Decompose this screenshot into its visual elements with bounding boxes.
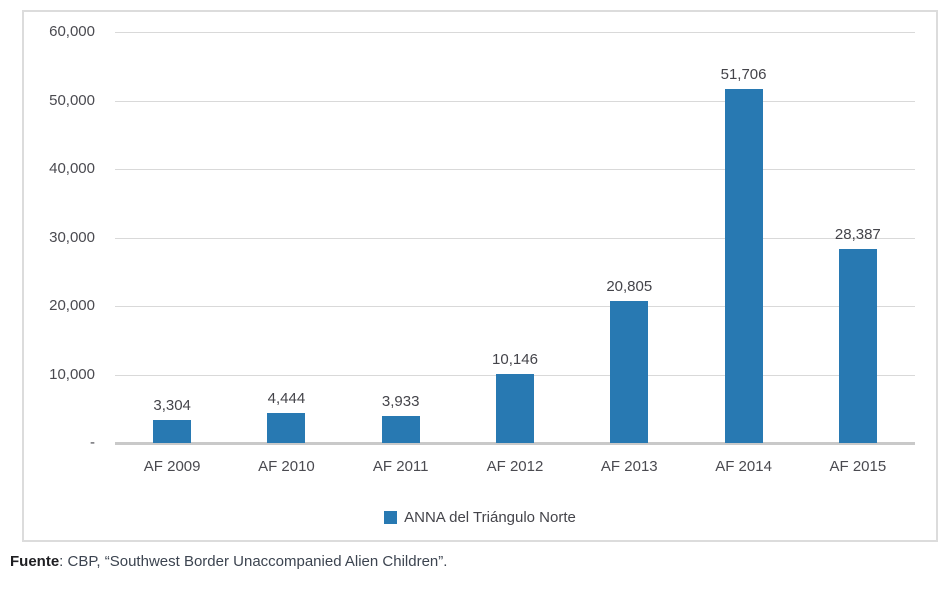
x-axis-label: AF 2011	[372, 458, 429, 475]
y-tick-label: 40,000	[49, 160, 95, 177]
x-axis-line	[115, 442, 915, 445]
bar-value-label: 20,805	[606, 277, 653, 295]
bar-column: 4,444 AF 2010	[229, 32, 343, 475]
bar	[267, 412, 306, 443]
legend: ANNA del Triángulo Norte	[24, 509, 936, 526]
bar-value-label: 10,146	[492, 350, 538, 368]
x-axis-label: AF 2009	[143, 458, 201, 475]
bar-value-label: 28,387	[834, 225, 881, 243]
x-axis-label: AF 2014	[715, 458, 772, 475]
legend-label: ANNA del Triángulo Norte	[404, 509, 576, 526]
bar-column: 28,387 AF 2015	[801, 32, 915, 476]
gridline	[115, 238, 915, 239]
bar	[381, 416, 420, 443]
source-note: Fuente: CBP, “Southwest Border Unaccompa…	[10, 553, 447, 570]
source-text: : CBP, “Southwest Border Unaccompanied A…	[59, 553, 448, 570]
bar-column: 20,805 AF 2013	[572, 32, 686, 476]
bar-column: 51,706 AF 2014	[686, 32, 800, 475]
chart-frame: 60,000 50,000 40,000 30,000 20,000 10,000 - 3,3…	[22, 10, 938, 542]
gridline	[115, 306, 915, 307]
y-tick-label: 50,000	[49, 92, 95, 109]
bar-value-label: 4,444	[267, 389, 306, 407]
plot-area: 60,000 50,000 40,000 30,000 20,000 10,000 - 3,3…	[49, 23, 915, 476]
y-tick-label: 30,000	[49, 229, 95, 246]
bar	[610, 300, 649, 443]
y-tick-label: 20,000	[49, 297, 95, 314]
gridline	[115, 101, 915, 102]
x-axis-label: AF 2013	[600, 458, 658, 475]
bar-value-label: 3,933	[381, 393, 420, 411]
x-axis-label: AF 2012	[486, 458, 544, 475]
bar-column: 10,146 AF 2012	[458, 32, 572, 476]
bar	[153, 420, 192, 443]
gridline	[115, 169, 915, 170]
gridline	[115, 32, 915, 33]
bar	[838, 248, 877, 443]
bar-value-label: 3,304	[153, 397, 191, 415]
x-axis-label: AF 2010	[258, 458, 315, 475]
bar-column: 3,304 AF 2009	[115, 32, 229, 475]
bar	[724, 88, 763, 443]
bar-column: 3,933 AF 2011	[344, 32, 458, 475]
bar	[495, 373, 534, 443]
x-axis-label: AF 2015	[829, 458, 887, 475]
source-prefix: Fuente	[10, 553, 60, 570]
y-tick-label: -	[90, 434, 95, 451]
bar-value-label: 51,706	[720, 65, 767, 83]
y-tick-label: 60,000	[49, 23, 95, 40]
legend-swatch-icon	[384, 511, 398, 524]
y-tick-label: 10,000	[49, 366, 95, 383]
